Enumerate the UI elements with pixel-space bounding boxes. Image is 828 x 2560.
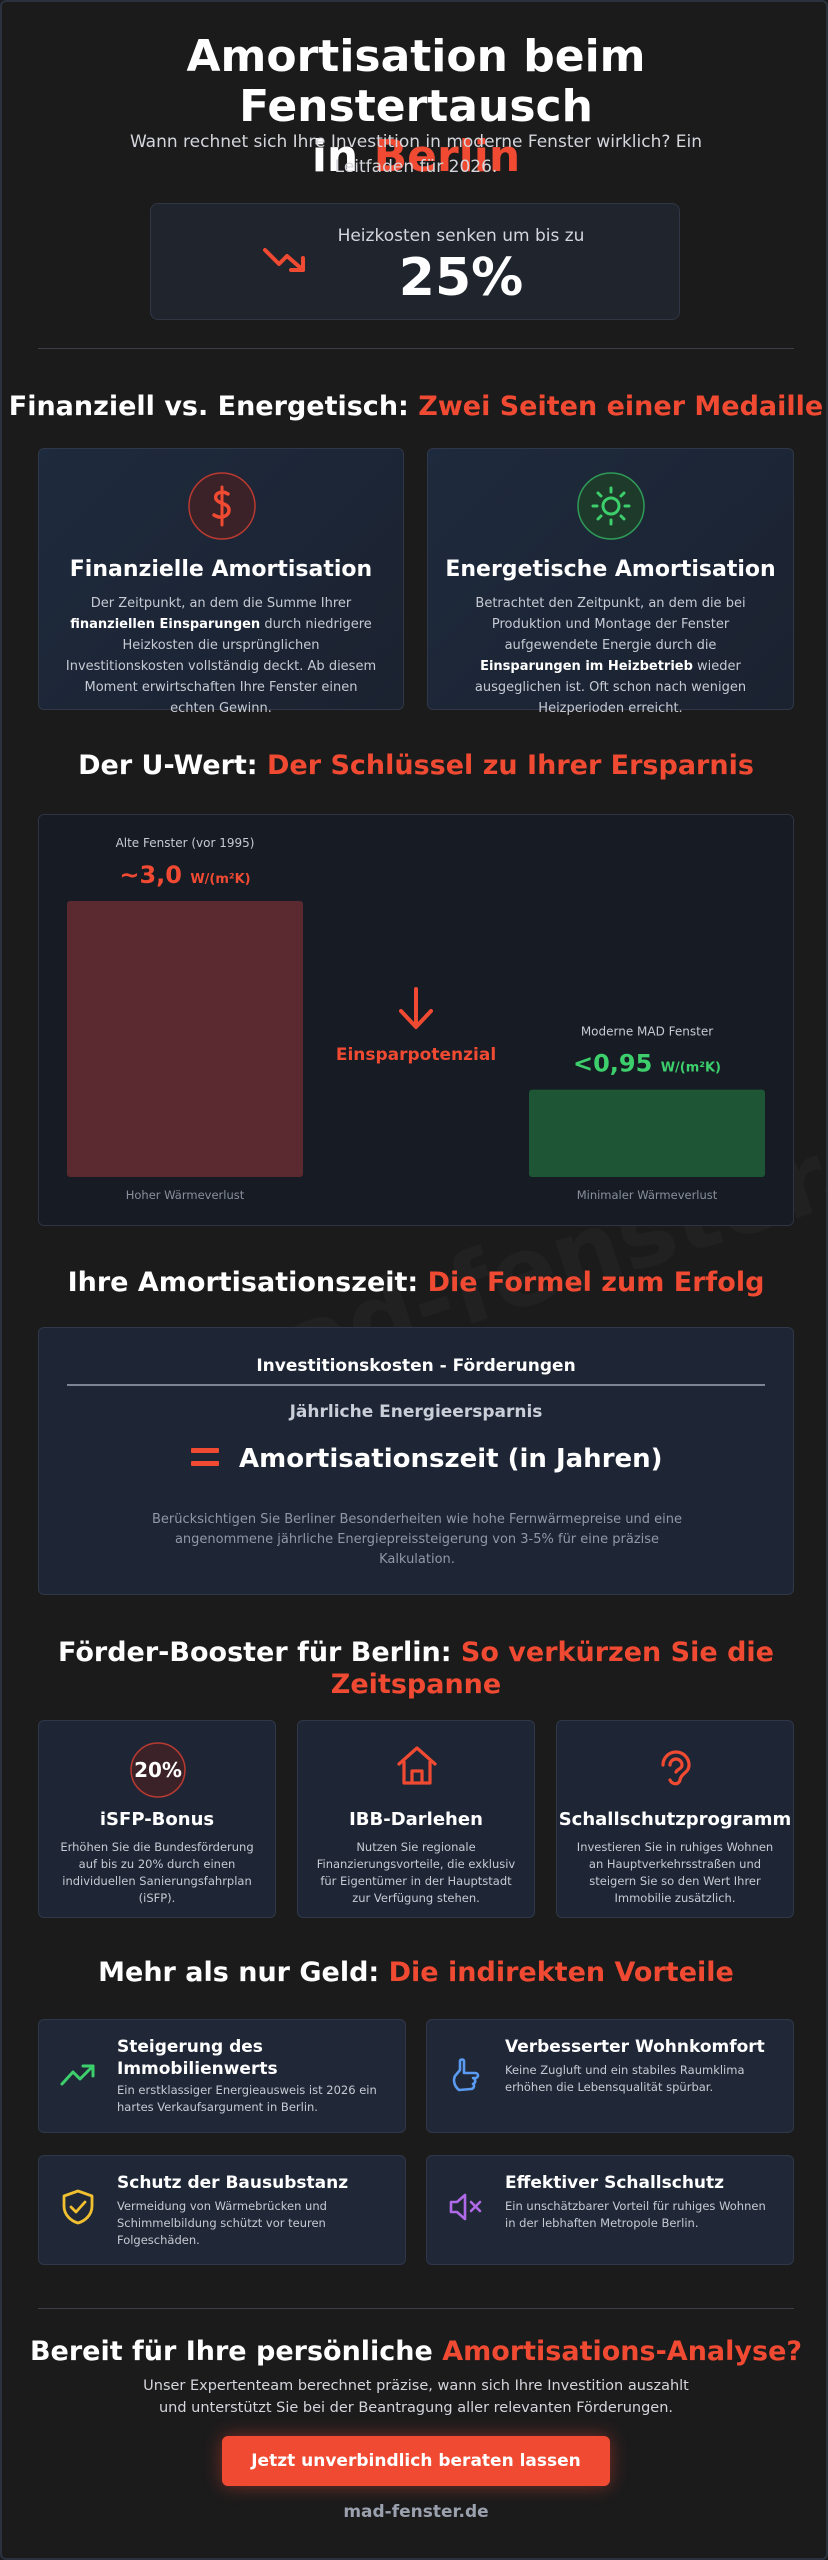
- benefit-title: Schutz der Bausubstanz: [117, 2173, 349, 2193]
- formula-fraction-line: [67, 1384, 765, 1386]
- title-line-1: Amortisation beim Fenstertausch: [186, 31, 646, 132]
- title-city: Berlin: [373, 131, 521, 182]
- uwert-bottom-label: Minimaler Wärmeverlust: [577, 1188, 718, 1202]
- section-title-prefix: Förder-Booster für Berlin:: [58, 1637, 461, 1668]
- section-title-accent: Die Formel zum Erfolg: [427, 1267, 765, 1298]
- section-title-accent: So verkürzen Sie die: [460, 1637, 774, 1668]
- card-financial: Finanzielle Amortisation Der Zeitpunkt, …: [38, 448, 404, 716]
- hero-subtitle: Wann rechnet sich Ihre Investition in mo…: [129, 132, 703, 177]
- section-title-accent: Der Schlüssel zu Ihrer Ersparnis: [267, 750, 754, 781]
- percent-badge-icon: 20%: [130, 1742, 186, 1798]
- shield-check-icon: [62, 2189, 94, 2225]
- boost-title: Schallschutzprogramm: [558, 1809, 792, 1830]
- section-title-compare: Finanziell vs. Energetisch: Zwei Seiten …: [2, 391, 826, 423]
- cta-title-prefix: Bereit für Ihre persönliche: [29, 2336, 443, 2367]
- section-title-formula: Ihre Amortisationszeit: Die Formel zum E…: [2, 1267, 826, 1299]
- cta-title: Bereit für Ihre persönliche Amortisation…: [2, 2336, 826, 2368]
- card-text: Der Zeitpunkt, an dem die Summe Ihrer fi…: [65, 596, 377, 716]
- uwert-value-label: ~3,0 W/(m²K): [119, 861, 250, 889]
- benefit-title: Verbesserter Wohnkomfort: [505, 2037, 765, 2057]
- savings-label: Heizkosten senken um bis zu: [337, 226, 585, 246]
- arrow-down-icon: [399, 987, 433, 1029]
- dollar-icon: [188, 472, 256, 540]
- benefit-comfort: Verbesserter Wohnkomfort Keine Zugluft u…: [426, 2019, 794, 2133]
- savings-value: 25%: [398, 248, 524, 308]
- section-title-prefix: Finanziell vs. Energetisch:: [8, 391, 419, 422]
- benefit-soundproofing: Effektiver Schallschutz Ein unschätzbare…: [426, 2155, 794, 2265]
- section-title-prefix: Der U-Wert:: [78, 750, 268, 781]
- benefit-text: Vermeidung von Wärmebrücken und Schimmel…: [117, 2199, 327, 2247]
- uwert-bar: [67, 901, 303, 1177]
- section-title-prefix: Mehr als nur Geld:: [98, 1957, 389, 1988]
- section-title-prefix: Ihre Amortisationszeit:: [67, 1267, 428, 1298]
- speaker-mute-icon: [449, 2193, 482, 2221]
- boost-title: iSFP-Bonus: [99, 1809, 215, 1830]
- section-title-uwert: Der U-Wert: Der Schlüssel zu Ihrer Erspa…: [2, 750, 826, 782]
- card-text: Betrachtet den Zeitpunkt, an dem die bei…: [474, 596, 747, 716]
- formula-numerator: Investitionskosten - Förderungen: [256, 1356, 576, 1376]
- formula-denominator: Jährliche Energieersparnis: [289, 1402, 543, 1422]
- section-title-accent-2: Zeitspanne: [330, 1669, 502, 1700]
- benefit-text: Ein unschätzbarer Vorteil für ruhiges Wo…: [505, 2199, 766, 2230]
- title-line-2-prefix: in: [311, 131, 374, 182]
- uwert-chart-svg: Alte Fenster (vor 1995) ~3,0 W/(m²K) Hoher…: [67, 836, 765, 1202]
- divider: [38, 348, 794, 349]
- uwert-chart: Alte Fenster (vor 1995) ~3,0 W/(m²K) Hoher…: [38, 814, 794, 1226]
- boost-text: Erhöhen Sie die Bundesförderung auf bis …: [60, 1840, 254, 1905]
- card-energy: Energetische Amortisation Betrachtet den…: [427, 448, 794, 716]
- equals-icon: [191, 1448, 219, 1466]
- benefit-title: Steigerung des Immobilienwerts: [117, 2037, 278, 2079]
- boost-card-isfp: 20% iSFP-Bonus Erhöhen Sie die Bundesför…: [38, 1720, 276, 1918]
- uwert-category-label: Alte Fenster (vor 1995): [116, 836, 255, 850]
- page-title: Amortisation beim Fenstertausch in Berli…: [2, 31, 826, 182]
- home-icon: [397, 1746, 437, 1785]
- benefit-substance: Schutz der Bausubstanz Vermeidung von Wä…: [38, 2155, 406, 2265]
- card-title: Energetische Amortisation: [445, 557, 776, 582]
- boost-title: IBB-Darlehen: [349, 1809, 483, 1830]
- boost-card-noise: Schallschutzprogramm Investieren Sie in …: [556, 1720, 794, 1918]
- formula-result: Amortisationszeit (in Jahren): [239, 1444, 663, 1474]
- uwert-bottom-label: Hoher Wärmeverlust: [126, 1188, 245, 1202]
- benefit-title: Effektiver Schallschutz: [505, 2173, 725, 2193]
- hand-icon: [452, 2058, 480, 2092]
- sun-icon: [577, 472, 645, 540]
- trending-down-icon: [263, 248, 305, 272]
- cta-text: Unser Expertenteam berechnet präzise, wa…: [143, 2378, 689, 2416]
- section-title-boost: Förder-Booster für Berlin: So verkürzen …: [2, 1637, 826, 1701]
- percent-badge-text: 20%: [134, 1758, 182, 1782]
- ear-icon: [661, 1750, 691, 1786]
- boost-card-ibb: IBB-Darlehen Nutzen Sie regionale Finanz…: [297, 1720, 535, 1918]
- divider: [38, 2308, 794, 2309]
- boost-text: Nutzen Sie regionale Finanzierungsvortei…: [316, 1840, 516, 1905]
- benefit-text: Ein erstklassiger Energieausweis ist 202…: [117, 2083, 377, 2114]
- consultation-button[interactable]: Jetzt unverbindlich beraten lassen: [222, 2436, 610, 2486]
- savings-potential-label: Einsparpotenzial: [336, 1045, 496, 1065]
- savings-highlight-box: Heizkosten senken um bis zu 25%: [150, 203, 680, 320]
- section-title-accent: Zwei Seiten einer Medaille: [418, 391, 824, 422]
- footer-site-link[interactable]: mad-fenster.de: [343, 2502, 489, 2522]
- uwert-value-label: <0,95 W/(m²K): [573, 1050, 721, 1078]
- benefit-property-value: Steigerung des Immobilienwerts Ein erstkl…: [38, 2019, 406, 2133]
- formula-note: Berücksichtigen Sie Berliner Besonderhei…: [151, 1512, 682, 1567]
- section-title-benefits: Mehr als nur Geld: Die indirekten Vortei…: [2, 1957, 826, 1989]
- trending-up-icon: [60, 2064, 95, 2086]
- card-title: Finanzielle Amortisation: [69, 557, 373, 582]
- formula-box: Investitionskosten - Förderungen Jährlic…: [38, 1327, 794, 1595]
- uwert-category-label: Moderne MAD Fenster: [581, 1025, 713, 1039]
- boost-text: Investieren Sie in ruhiges Wohnen an Hau…: [576, 1840, 774, 1905]
- section-title-accent: Die indirekten Vorteile: [388, 1957, 734, 1988]
- uwert-bar: [529, 1089, 765, 1177]
- benefit-text: Keine Zugluft und ein stabiles Raumklima…: [505, 2063, 745, 2094]
- cta-title-accent: Amortisations-Analyse?: [442, 2336, 803, 2367]
